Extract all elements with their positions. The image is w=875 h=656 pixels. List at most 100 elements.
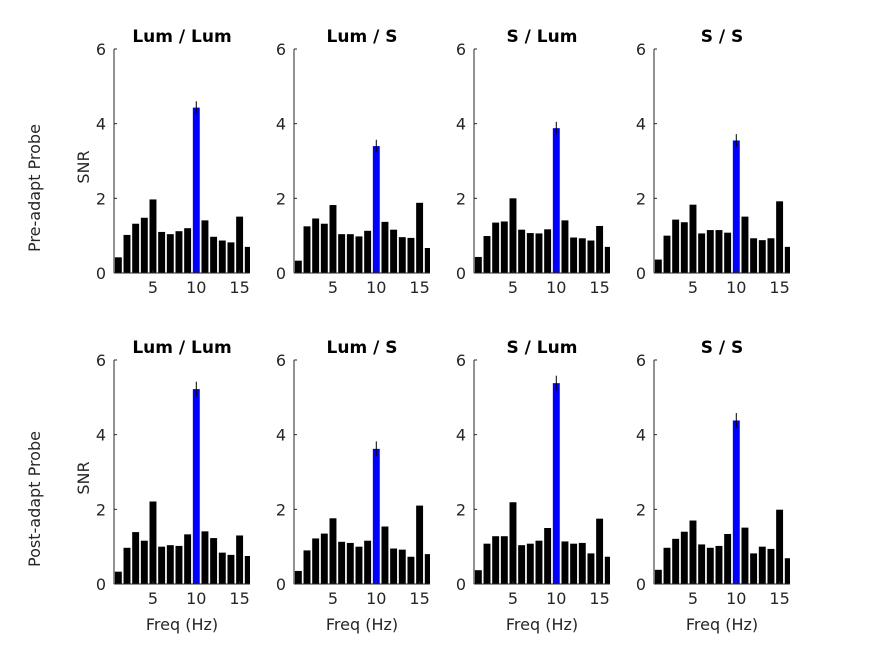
signal-bar	[552, 128, 560, 273]
y-tick-label: 2	[96, 189, 106, 208]
noise-bar	[236, 535, 244, 584]
noise-bar	[750, 553, 758, 584]
noise-bar	[535, 233, 543, 273]
noise-bar	[492, 222, 500, 273]
x-axis-label: Freq (Hz)	[326, 615, 398, 634]
x-tick-label: 15	[769, 589, 789, 608]
noise-bar	[390, 229, 398, 273]
noise-bar	[604, 556, 610, 584]
x-tick-label: 10	[186, 278, 206, 297]
x-tick-label: 15	[589, 278, 609, 297]
noise-bar	[680, 222, 688, 273]
y-tick-label: 6	[96, 40, 106, 59]
noise-bar	[715, 230, 723, 273]
x-axis-label: Freq (Hz)	[686, 615, 758, 634]
noise-bar	[329, 518, 337, 584]
noise-bar	[114, 571, 122, 584]
x-tick-label: 5	[328, 278, 338, 297]
noise-bar	[158, 231, 166, 273]
noise-bar	[158, 546, 166, 584]
y-tick-label: 2	[96, 500, 106, 519]
y-tick-label: 2	[276, 189, 286, 208]
noise-bar	[355, 236, 363, 273]
y-tick-label: 0	[276, 575, 286, 594]
y-tick-label: 2	[456, 189, 466, 208]
noise-bar	[784, 246, 790, 273]
noise-bar	[724, 232, 732, 273]
y-tick-label: 4	[636, 115, 646, 134]
noise-bar	[294, 570, 302, 584]
noise-bar	[184, 534, 192, 584]
x-tick-label: 15	[409, 278, 429, 297]
y-tick-label: 0	[96, 575, 106, 594]
x-tick-label: 5	[148, 278, 158, 297]
noise-bar	[672, 538, 680, 584]
y-tick-label: 6	[96, 351, 106, 370]
noise-bar	[381, 526, 389, 584]
signal-bar	[732, 420, 740, 584]
noise-bar	[303, 550, 311, 584]
noise-bar	[398, 237, 406, 273]
noise-bar	[596, 225, 604, 273]
noise-bar	[346, 234, 354, 273]
noise-bar	[303, 226, 311, 273]
noise-bar	[218, 552, 226, 584]
noise-bar	[294, 260, 302, 273]
x-tick-label: 10	[366, 589, 386, 608]
noise-bar	[390, 548, 398, 584]
x-tick-label: 10	[546, 278, 566, 297]
y-tick-label: 0	[276, 264, 286, 283]
noise-bar	[320, 533, 328, 584]
noise-bar	[407, 556, 415, 584]
noise-bar	[123, 547, 131, 584]
row-labels: Pre-adapt Probe Post-adapt Probe	[25, 124, 44, 567]
noise-bar	[596, 518, 604, 584]
noise-bar	[424, 247, 430, 273]
x-tick-label: 5	[508, 589, 518, 608]
noise-bar	[355, 546, 363, 584]
y-tick-label: 0	[636, 264, 646, 283]
noise-bar	[244, 556, 250, 584]
y-tick-label: 0	[636, 575, 646, 594]
noise-bar	[149, 501, 157, 584]
x-axis-label: Freq (Hz)	[506, 615, 578, 634]
noise-bar	[175, 231, 183, 273]
noise-bar	[518, 545, 526, 584]
panel-title: S / S	[701, 27, 744, 47]
noise-bar	[767, 548, 775, 584]
y-tick-label: 4	[276, 115, 286, 134]
noise-bar	[149, 199, 157, 273]
noise-bar	[132, 223, 140, 273]
x-tick-label: 10	[726, 589, 746, 608]
noise-bar	[500, 221, 508, 273]
noise-bar	[407, 237, 415, 273]
noise-bar	[663, 547, 671, 584]
x-tick-label: 15	[769, 278, 789, 297]
noise-bar	[218, 240, 226, 273]
noise-bar	[663, 235, 671, 273]
signal-bar	[372, 448, 380, 584]
x-tick-label: 5	[328, 589, 338, 608]
x-tick-label: 5	[148, 589, 158, 608]
signal-bar	[372, 146, 380, 273]
noise-bar	[210, 538, 218, 584]
y-axis-label: SNR	[74, 150, 93, 183]
noise-bar	[518, 229, 526, 273]
noise-bar	[210, 236, 218, 273]
x-tick-label: 5	[508, 278, 518, 297]
noise-bar	[544, 229, 552, 273]
panel-title: Lum / Lum	[132, 27, 231, 47]
noise-bar	[364, 230, 372, 273]
signal-bar	[192, 107, 200, 273]
noise-bar	[175, 545, 183, 584]
y-axis-label: SNR	[74, 461, 93, 494]
noise-bar	[140, 217, 148, 273]
noise-bar	[416, 202, 424, 273]
noise-bar	[132, 532, 140, 584]
noise-bar	[526, 233, 534, 273]
noise-bar	[689, 520, 697, 584]
noise-bar	[776, 201, 784, 273]
noise-bar	[424, 554, 430, 584]
y-tick-label: 4	[456, 426, 466, 445]
y-tick-label: 6	[456, 351, 466, 370]
